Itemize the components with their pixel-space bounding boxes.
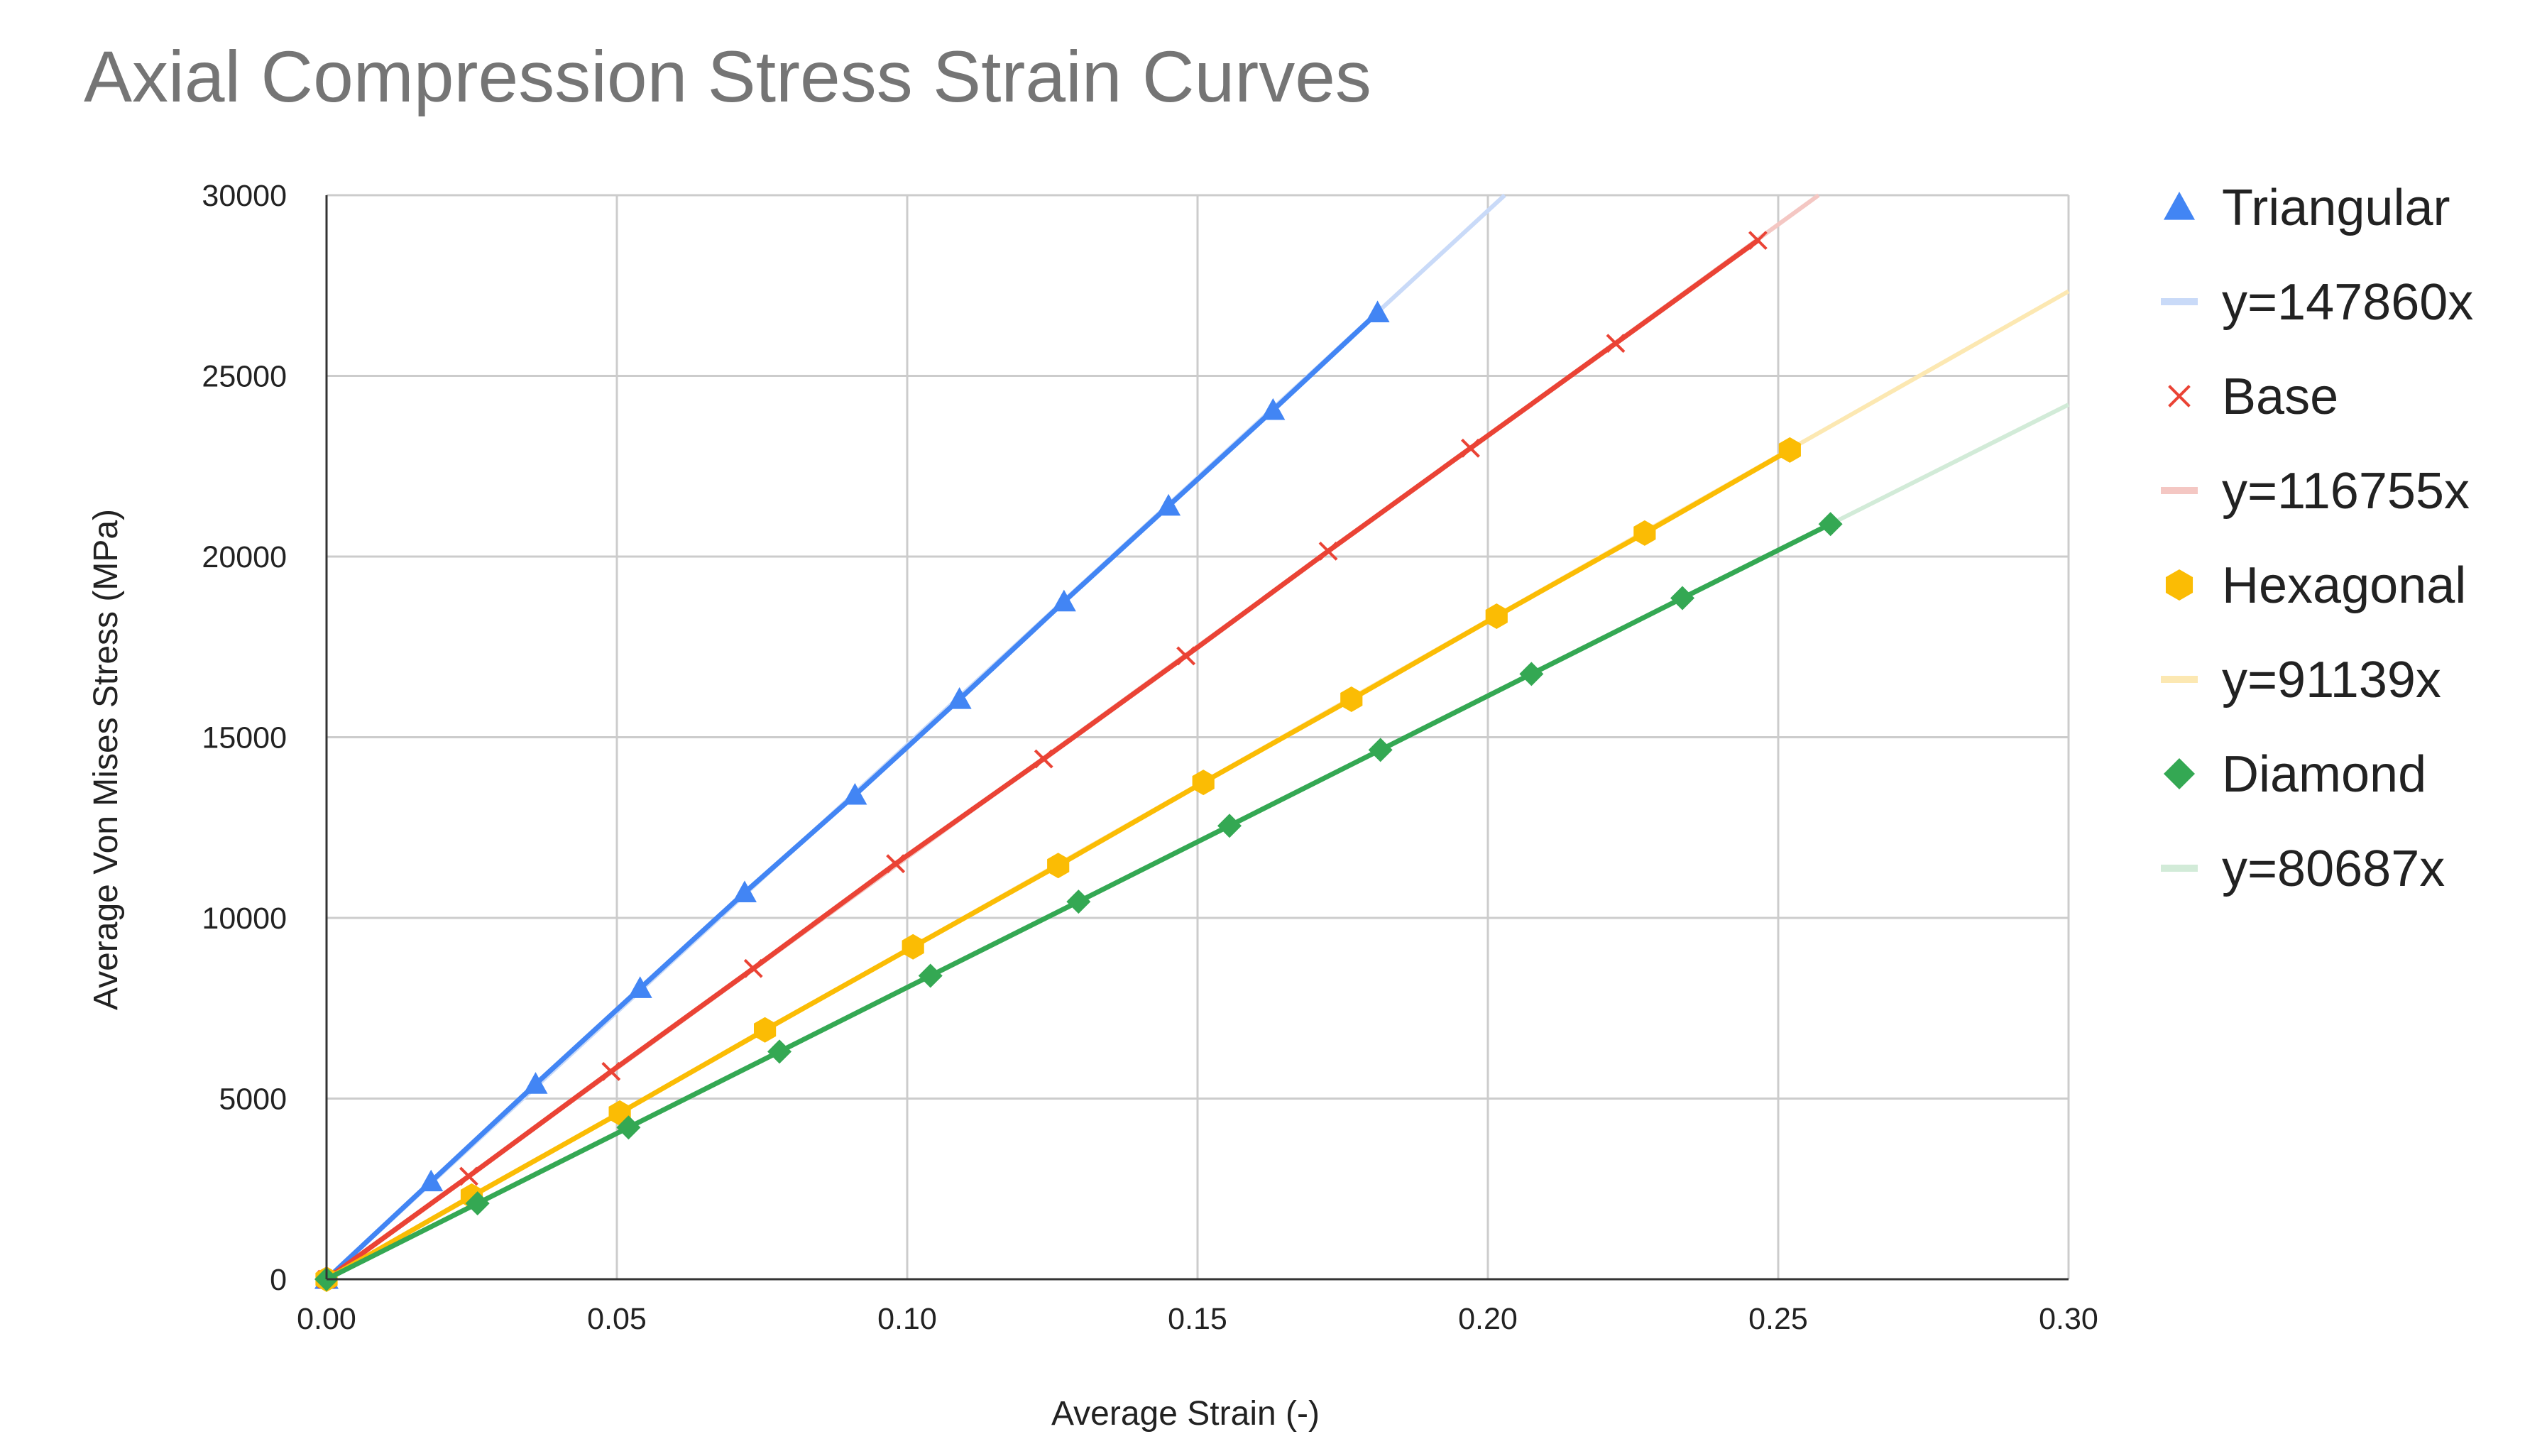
data-point-Base	[1461, 438, 1480, 458]
legend-item: Diamond	[2164, 746, 2426, 803]
x-marker-stroke	[886, 854, 906, 874]
x-marker-stroke	[1748, 231, 1768, 251]
x-tick-label: 0.20	[1458, 1302, 1518, 1336]
legend-item: y=80687x	[2161, 841, 2445, 897]
data-point-Hexagonal	[1778, 437, 1801, 463]
data-point-Triangular	[628, 976, 652, 998]
legend-item: Base	[2168, 368, 2338, 425]
y-tick-label: 25000	[202, 360, 287, 394]
data-point-Base	[743, 958, 763, 978]
y-tick-label: 30000	[202, 179, 287, 213]
x-tick-label: 0.00	[297, 1302, 356, 1336]
chart-title: Axial Compression Stress Strain Curves	[84, 36, 1371, 117]
x-tick-label: 0.05	[587, 1302, 647, 1336]
legend-label: Hexagonal	[2222, 557, 2466, 614]
data-point-Diamond	[1066, 890, 1091, 914]
x-marker-stroke	[1176, 646, 1196, 666]
series-Base	[317, 231, 1768, 1289]
x-tick-label: 0.30	[2039, 1302, 2098, 1336]
data-point-Hexagonal	[1340, 686, 1363, 713]
y-tick-label: 15000	[202, 721, 287, 755]
data-point-Hexagonal	[902, 934, 924, 960]
data-point-Diamond	[767, 1039, 792, 1064]
y-tick-label: 0	[270, 1263, 287, 1297]
x-marker-stroke	[1461, 438, 1480, 458]
gridlines	[327, 194, 2070, 1279]
axes	[325, 195, 2069, 1281]
legend-label: Base	[2222, 368, 2338, 425]
legend-label: y=116755x	[2222, 463, 2470, 520]
data-point-Triangular	[419, 1169, 444, 1192]
data-point-Triangular	[843, 782, 867, 805]
x-marker-stroke	[1034, 749, 1053, 769]
data-point-Hexagonal	[1047, 853, 1070, 879]
series-Hexagonal	[315, 437, 1801, 1292]
x-marker-stroke	[601, 1061, 621, 1081]
data-point-Base	[1176, 646, 1196, 666]
series-Triangular	[314, 300, 1390, 1289]
x-marker-stroke	[1606, 334, 1626, 354]
legend-label: Diamond	[2222, 746, 2426, 803]
x-marker-stroke	[743, 958, 763, 978]
tick-labels: 0.00 0.05 0.10 0.15 0.20 0.25 0.30 0 5000 10000 15…	[202, 179, 2098, 1336]
y-axis-label: Average Von Mises Stress (MPa)	[87, 509, 125, 1010]
x-tick-label: 0.15	[1168, 1302, 1227, 1336]
data-point-Hexagonal	[754, 1017, 777, 1043]
data-point-Diamond	[616, 1115, 641, 1140]
x-marker-stroke	[1318, 541, 1338, 561]
legend-label: Triangular	[2222, 180, 2450, 236]
legend-marker-Hexagonal	[2165, 569, 2193, 601]
data-point-Triangular	[947, 687, 972, 709]
data-point-Base	[1034, 749, 1053, 769]
y-tick-label: 20000	[202, 540, 287, 574]
series-Diamond	[314, 512, 1843, 1291]
data-point-Base	[459, 1166, 478, 1186]
legend-item: y=91139x	[2161, 652, 2441, 708]
data-point-Triangular	[523, 1072, 548, 1094]
legend-marker-Triangular	[2164, 192, 2195, 220]
x-axis-label: Average Strain (-)	[1051, 1395, 1320, 1433]
data-point-Hexagonal	[1485, 603, 1508, 629]
y-tick-label: 5000	[219, 1083, 287, 1117]
data-point-Hexagonal	[1192, 770, 1215, 796]
data-point-Hexagonal	[1633, 520, 1656, 546]
x-tick-label: 0.10	[877, 1302, 937, 1336]
legend-label: y=91139x	[2222, 652, 2441, 708]
data-point-Triangular	[1261, 398, 1286, 420]
data-point-Diamond	[1519, 662, 1544, 686]
x-tick-label: 0.25	[1748, 1302, 1808, 1336]
data-point-Base	[601, 1061, 621, 1081]
data-series	[314, 231, 1843, 1292]
legend: Triangular y=147860x Base y=116755x Hexagona…	[2161, 180, 2473, 897]
legend-marker-Base	[2168, 385, 2191, 407]
data-point-Diamond	[1368, 738, 1393, 762]
data-point-Triangular	[1156, 493, 1181, 516]
legend-item: Triangular	[2164, 180, 2450, 236]
data-point-Triangular	[732, 880, 757, 902]
legend-item: y=116755x	[2161, 463, 2470, 520]
legend-label: y=80687x	[2222, 841, 2445, 897]
data-point-Triangular	[1051, 589, 1076, 612]
data-point-Diamond	[465, 1191, 490, 1216]
data-point-Triangular	[1365, 300, 1390, 323]
data-point-Base	[1748, 231, 1768, 251]
data-point-Base	[886, 854, 906, 874]
x-marker-stroke	[459, 1166, 478, 1186]
data-point-Diamond	[1670, 586, 1695, 611]
legend-item: y=147860x	[2161, 274, 2473, 331]
data-point-Diamond	[1217, 814, 1242, 838]
data-point-Base	[1606, 334, 1626, 354]
x-marker-stroke	[2168, 385, 2191, 407]
legend-label: y=147860x	[2222, 274, 2473, 331]
data-point-Diamond	[1818, 512, 1843, 537]
legend-item: Hexagonal	[2165, 557, 2466, 614]
y-tick-label: 10000	[202, 902, 287, 936]
data-point-Diamond	[918, 963, 943, 988]
data-point-Base	[1318, 541, 1338, 561]
legend-marker-Diamond	[2164, 758, 2195, 789]
